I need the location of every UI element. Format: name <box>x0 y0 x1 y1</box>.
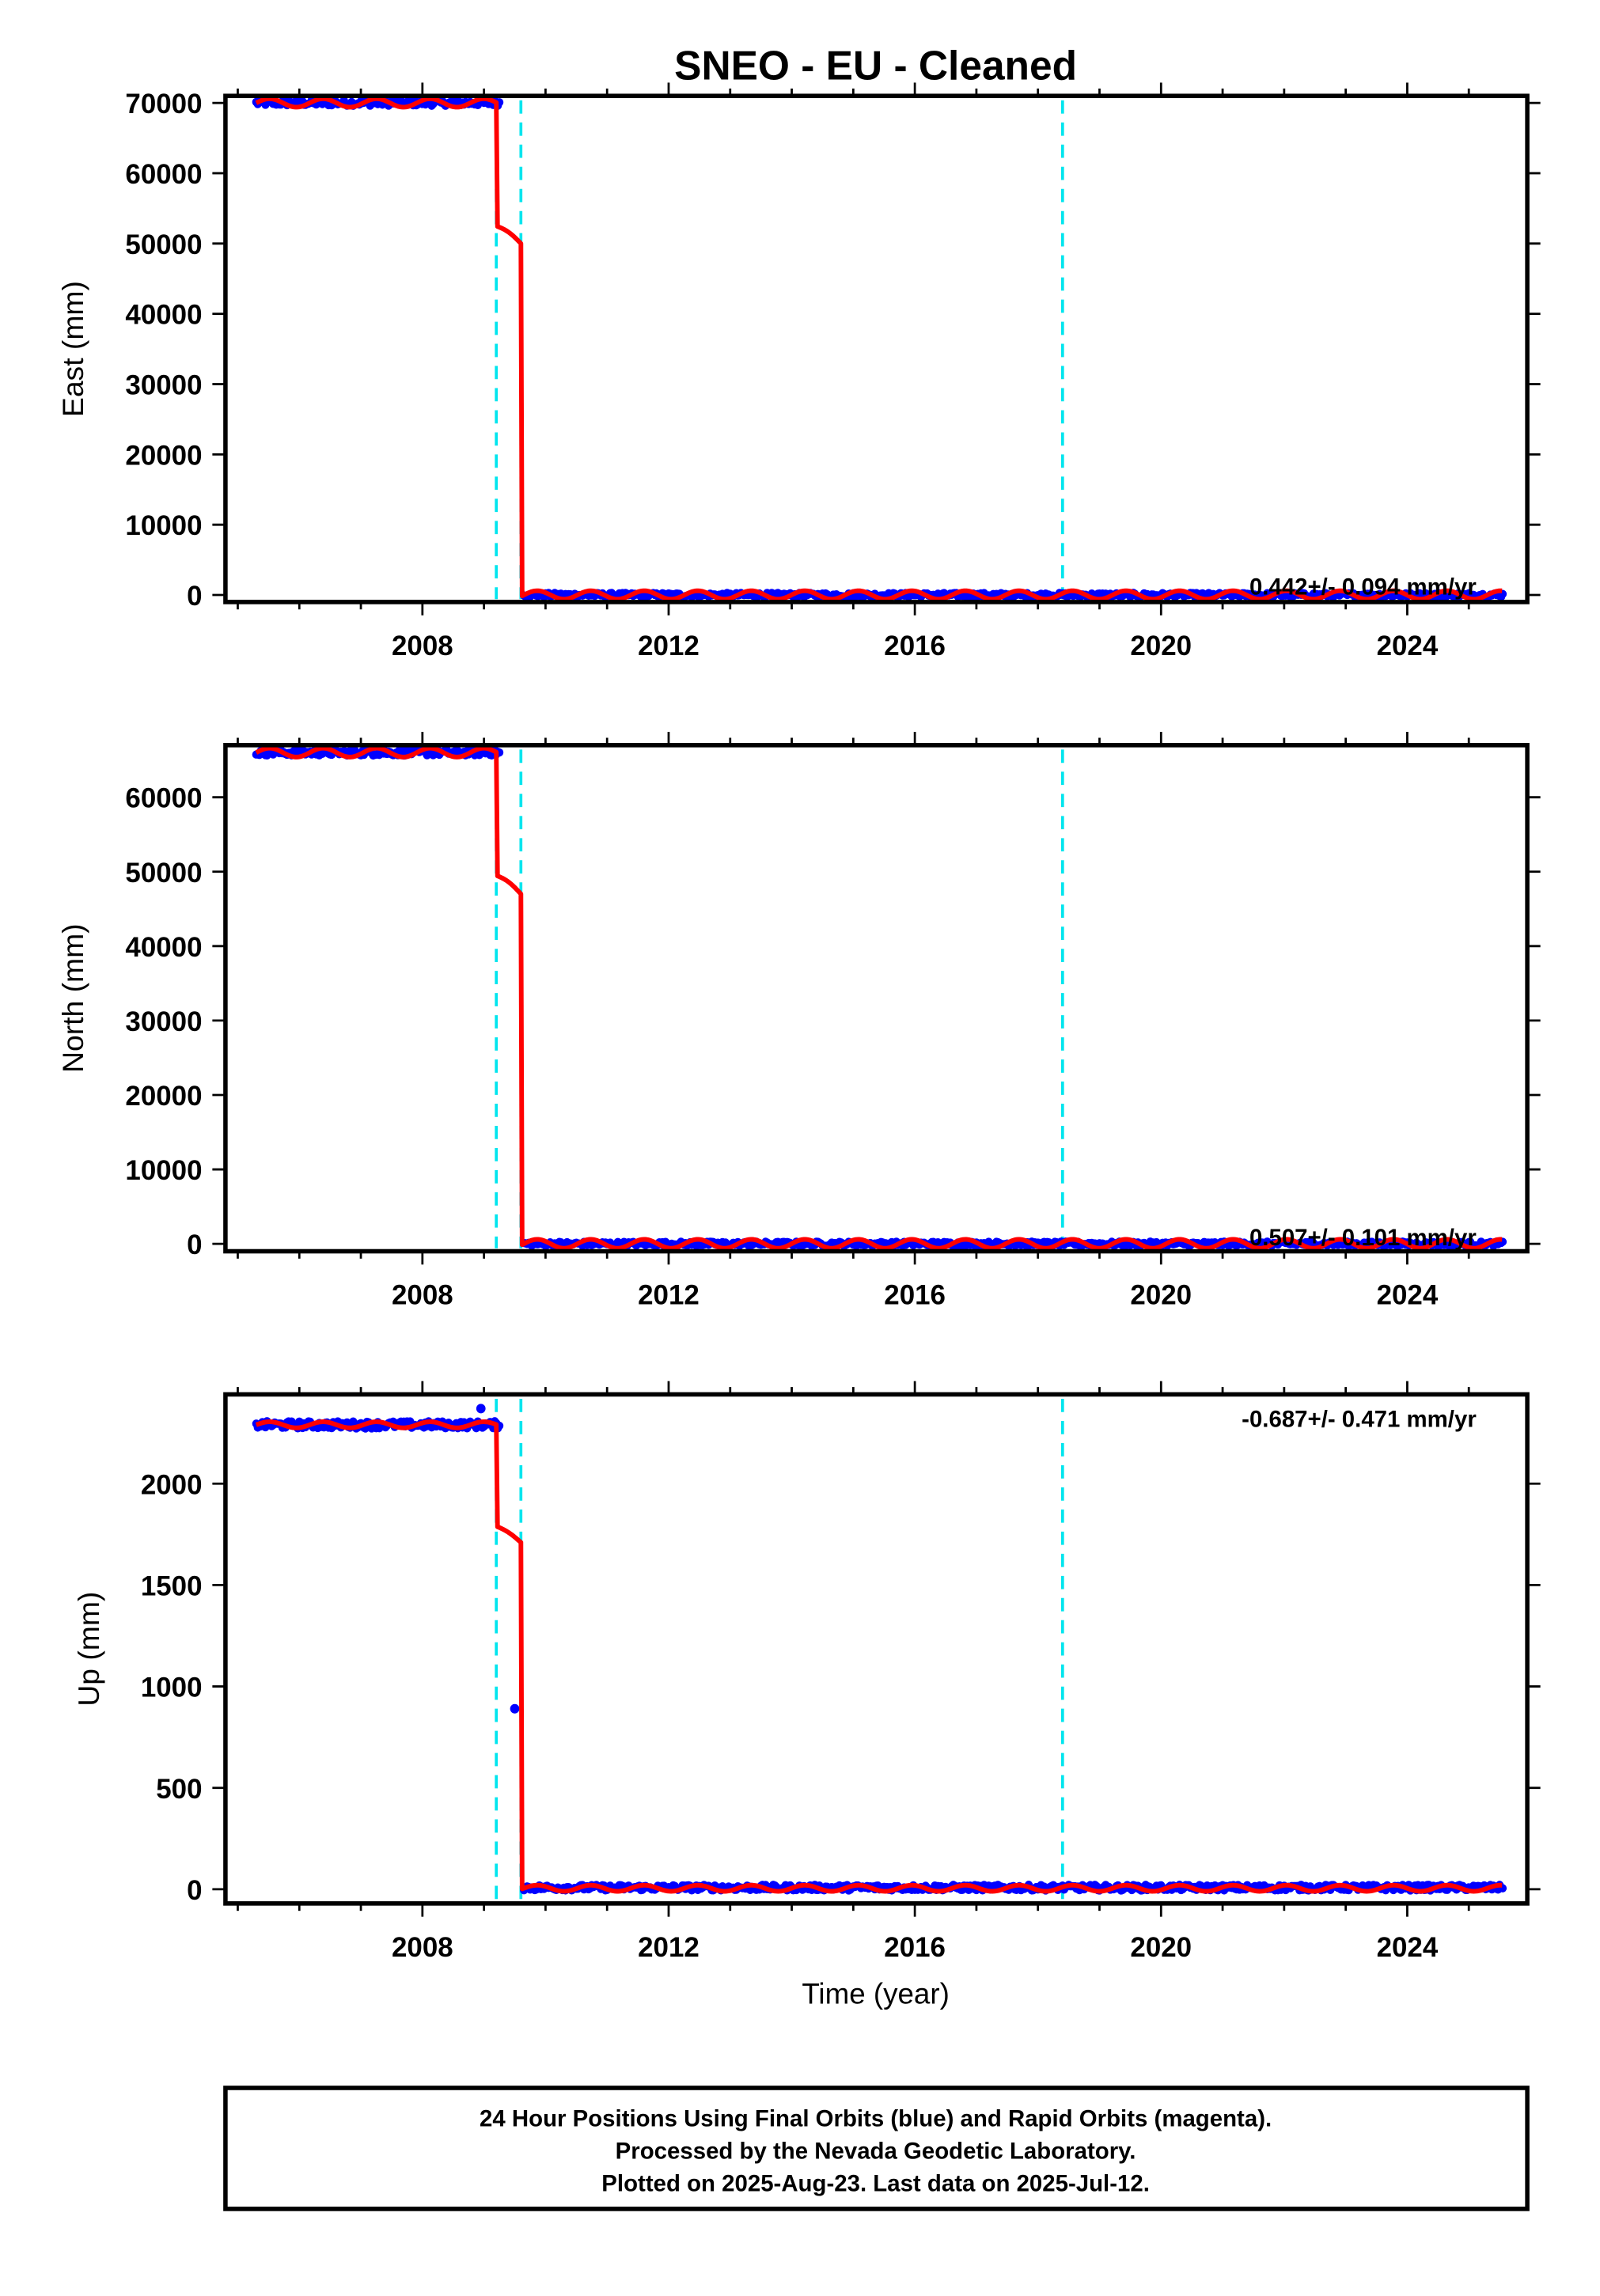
y-axis-label: East (mm) <box>56 281 89 417</box>
x-tick-label: 2008 <box>392 631 453 661</box>
y-tick-label: 1000 <box>141 1672 203 1703</box>
y-axis-label: North (mm) <box>56 923 89 1072</box>
footer-line-2: Processed by the Nevada Geodetic Laborat… <box>616 2138 1136 2164</box>
y-tick-label: 50000 <box>125 858 202 888</box>
y-tick-label: 500 <box>156 1774 202 1805</box>
x-tick-label: 2024 <box>1377 1932 1439 1963</box>
y-tick-label: 70000 <box>125 89 202 119</box>
footer-line-3: Plotted on 2025-Aug-23. Last data on 202… <box>601 2170 1150 2196</box>
x-tick-label: 2012 <box>638 1279 700 1310</box>
y-tick-label: 1500 <box>141 1570 203 1601</box>
x-tick-label: 2012 <box>638 1932 700 1963</box>
y-tick-label: 60000 <box>125 159 202 190</box>
x-tick-label: 2020 <box>1130 1932 1192 1963</box>
north-panel: 2008 2012 2016 2020 2024 0 10000 20000 30000 4000… <box>56 732 1541 1311</box>
outlier-point <box>476 1404 486 1414</box>
x-tick-label: 2016 <box>884 1932 946 1963</box>
x-tick-label: 2012 <box>638 631 700 661</box>
y-tick-label: 0 <box>187 1229 202 1260</box>
x-tick-label: 2024 <box>1377 1279 1439 1310</box>
y-tick-label: 20000 <box>125 1081 202 1112</box>
y-tick-label: 2000 <box>141 1469 203 1500</box>
x-tick-label: 2008 <box>392 1279 453 1310</box>
x-tick-label: 2008 <box>392 1932 453 1963</box>
footer-line-1: 24 Hour Positions Using Final Orbits (bl… <box>480 2105 1272 2131</box>
rate-label: 0.442+/- 0.094 mm/yr <box>1249 574 1477 600</box>
y-tick-label: 10000 <box>125 1155 202 1186</box>
y-tick-label: 60000 <box>125 783 202 814</box>
x-tick-label: 2016 <box>884 1279 946 1310</box>
east-panel: 2008 2012 2016 2020 2024 0 10000 20000 30000 4000… <box>56 82 1541 661</box>
y-tick-label: 40000 <box>125 932 202 963</box>
rate-label: 0.507+/- 0.101 mm/yr <box>1249 1225 1477 1251</box>
x-tick-label: 2020 <box>1130 1279 1192 1310</box>
y-tick-label: 50000 <box>125 229 202 260</box>
x-tick-label: 2024 <box>1377 631 1439 661</box>
up-panel: 2008 2012 2016 2020 2024 0 500 1000 1500 2000 Up (… <box>72 1381 1541 1963</box>
y-tick-label: 10000 <box>125 510 202 541</box>
y-tick-label: 40000 <box>125 299 202 330</box>
y-tick-label: 20000 <box>125 440 202 471</box>
plot-frame <box>223 743 1530 1254</box>
model-line <box>255 96 1503 602</box>
footer-box: 24 Hour Positions Using Final Orbits (bl… <box>223 2086 1530 2211</box>
x-tick-label: 2016 <box>884 631 946 661</box>
plot-area <box>225 96 1528 602</box>
outlier-point <box>510 1703 520 1714</box>
model-line <box>255 745 1503 1251</box>
plot-area <box>225 1394 1528 1904</box>
plot-frame <box>223 93 1530 604</box>
plot-area <box>225 744 1528 1252</box>
figure-title: SNEO - EU - Cleaned <box>674 42 1077 88</box>
y-tick-label: 0 <box>187 581 202 612</box>
y-axis-label: Up (mm) <box>72 1592 105 1707</box>
rate-label: -0.687+/- 0.471 mm/yr <box>1242 1406 1477 1432</box>
y-tick-label: 0 <box>187 1875 202 1906</box>
x-tick-label: 2020 <box>1130 631 1192 661</box>
y-tick-label: 30000 <box>125 1006 202 1037</box>
x-axis-label: Time (year) <box>802 1976 949 2010</box>
y-tick-label: 30000 <box>125 369 202 400</box>
